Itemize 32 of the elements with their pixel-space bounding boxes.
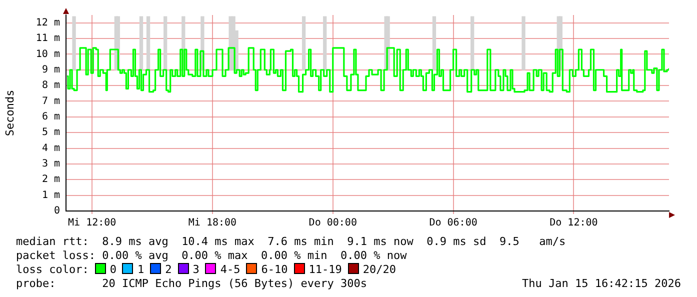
- legend-label: 4-5: [220, 263, 240, 276]
- legend-label: 20/20: [362, 263, 396, 276]
- y-tick-label: 9 m: [42, 64, 60, 76]
- y-axis-title: Seconds: [3, 90, 16, 136]
- y-tick-label: 6 m: [42, 112, 60, 123]
- text: probe: 20 ICMP Echo Pings (56 Bytes) every 300s: [16, 277, 367, 291]
- x-tick-label: Mi 18:00: [188, 218, 237, 229]
- legend-label: 2: [165, 263, 172, 276]
- legend-label: 11-19: [308, 263, 342, 276]
- y-tick-label: 4 m: [42, 142, 60, 154]
- y-tick-label: 2 m: [42, 174, 60, 186]
- x-tick-label: Do 06:00: [429, 218, 478, 229]
- y-tick-label: 0: [54, 206, 60, 217]
- y-tick-label: 1 m: [42, 190, 60, 201]
- y-tick-label: 7 m: [42, 96, 60, 107]
- y-tick-label: 5 m: [42, 127, 60, 138]
- y-tick-label: 12 m: [36, 17, 60, 28]
- text: median rtt: 8.9 ms avg 10.4 ms max 7.6 ms min 9.1 ms now 0.9 ms sd 9.5 am/s: [16, 235, 566, 249]
- y-tick-label: 10 m: [36, 48, 60, 60]
- legend-label: 3: [192, 263, 200, 276]
- y-tick-label: 11 m: [36, 33, 60, 44]
- legend-title: loss color:: [16, 263, 89, 276]
- text: Thu Jan 15 16:42:15 2026: [522, 277, 681, 291]
- legend-label: 1: [137, 263, 144, 276]
- x-tick-label: Do 12:00: [550, 218, 598, 229]
- y-tick-label: 8 m: [42, 80, 60, 92]
- x-tick-label: Mi 12:00: [68, 218, 116, 229]
- legend-label: 6-10: [261, 263, 288, 276]
- x-tick-label: Do 00:00: [308, 218, 357, 229]
- y-tick-label: 3 m: [42, 158, 60, 170]
- legend-label: 0: [110, 263, 116, 276]
- text: packet loss: 0.00 % avg 0.00 % max 0.00 % min 0.00 % now: [16, 249, 407, 263]
